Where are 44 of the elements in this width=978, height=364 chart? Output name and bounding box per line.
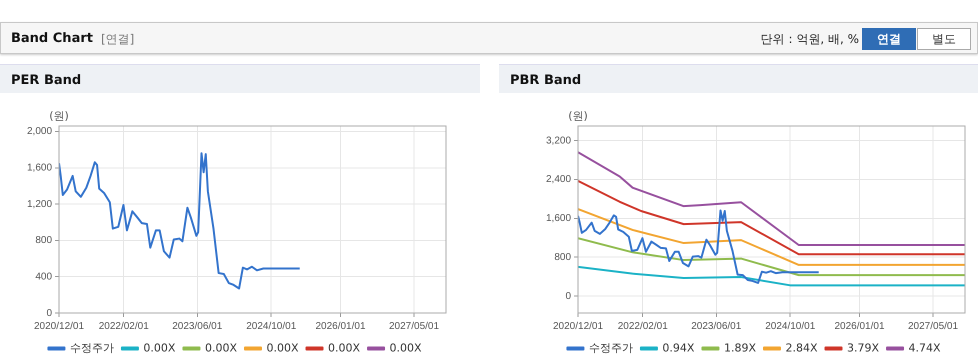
legend-label: 1.89X bbox=[724, 341, 756, 354]
x-tick-label: 2020/12/01 bbox=[552, 320, 604, 332]
x-tick-label: 2024/10/01 bbox=[765, 320, 816, 332]
x-tick-label: 2024/10/01 bbox=[246, 320, 297, 332]
legend-label: 2.84X bbox=[785, 341, 818, 354]
y-tick-label: 800 bbox=[35, 235, 52, 246]
x-tick-label: 2022/02/01 bbox=[98, 320, 150, 332]
legend-label: 0.00X bbox=[328, 341, 361, 354]
text: Band Chart bbox=[11, 31, 93, 46]
y-tick-label: 0 bbox=[565, 290, 572, 302]
legend-label: 3.79X bbox=[847, 341, 880, 354]
x-tick-label: 2027/05/01 bbox=[388, 320, 440, 332]
x-tick-label: 2022/02/01 bbox=[618, 320, 668, 332]
x-tick-label: 2023/06/01 bbox=[691, 320, 742, 332]
text: 단위 : 억원, 배, % bbox=[760, 31, 859, 48]
x-tick-label: 2023/06/01 bbox=[172, 320, 223, 332]
y-tick-label: 3,200 bbox=[546, 135, 572, 146]
x-tick-label: 2027/05/01 bbox=[908, 320, 958, 332]
y-tick-label: 2,000 bbox=[26, 126, 52, 138]
x-tick-label: 2020/12/01 bbox=[34, 320, 84, 332]
chart-title: PER Band bbox=[11, 73, 82, 88]
y-axis-title: (원) bbox=[49, 109, 69, 122]
text: 연결 bbox=[862, 28, 916, 50]
y-axis-title: (원) bbox=[568, 109, 588, 122]
legend-label: 0.00X bbox=[143, 341, 176, 354]
legend-label: 0.94X bbox=[662, 341, 695, 354]
text: 별도 bbox=[917, 28, 971, 50]
y-tick-label: 1,200 bbox=[26, 198, 52, 210]
y-tick-label: 400 bbox=[35, 271, 52, 282]
y-tick-label: 0 bbox=[46, 308, 52, 319]
x-tick-label: 2026/01/01 bbox=[834, 320, 885, 332]
y-tick-label: 1,600 bbox=[26, 162, 52, 174]
text: [연결] bbox=[101, 31, 134, 48]
y-tick-label: 800 bbox=[554, 252, 572, 263]
legend-label: 0.00X bbox=[390, 341, 422, 354]
legend-label: 수정주가 bbox=[588, 341, 633, 354]
chart-title: PBR Band bbox=[510, 73, 582, 88]
x-tick-label: 2026/01/01 bbox=[315, 320, 366, 332]
y-tick-label: 2,400 bbox=[546, 174, 572, 186]
legend-label: 0.00X bbox=[266, 341, 299, 354]
legend-label: 0.00X bbox=[204, 341, 238, 354]
y-tick-label: 1,600 bbox=[546, 213, 572, 224]
legend-label: 수정주가 bbox=[70, 341, 114, 354]
legend-label: 4.74X bbox=[908, 341, 942, 354]
